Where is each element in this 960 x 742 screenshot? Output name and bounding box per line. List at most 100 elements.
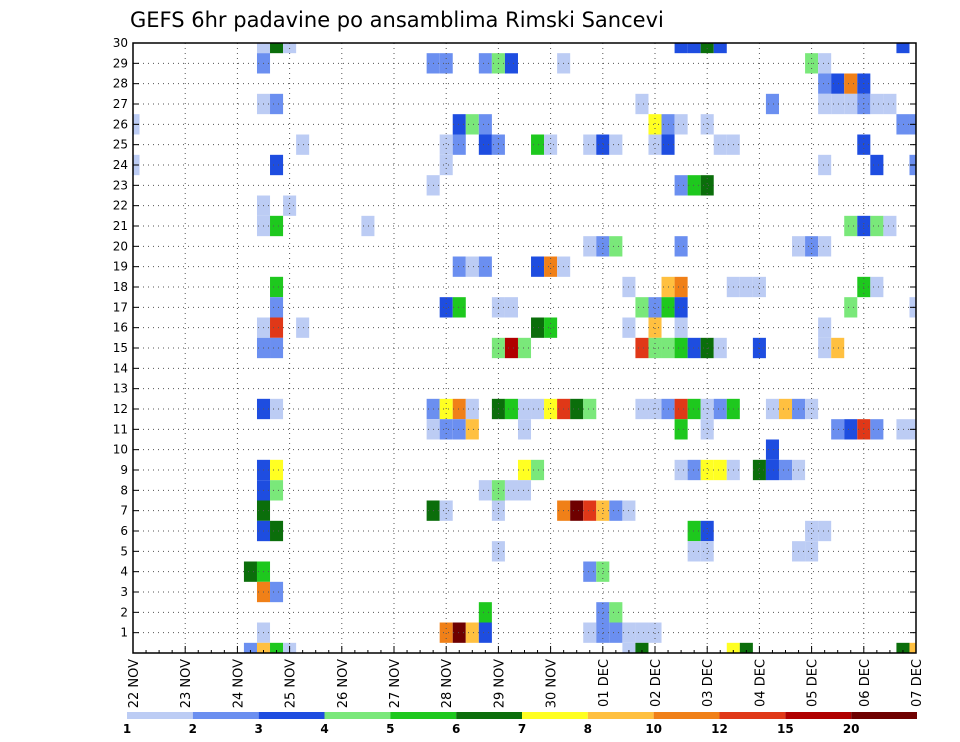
x-axis-ticks: 22 NOV 23 NOV 24 NOV 25 NOV 26 NOV 27 NOV 28 N…	[127, 646, 925, 708]
y-tick-label: 7	[120, 504, 128, 518]
heatmap-cell	[844, 215, 858, 237]
heatmap-cell	[818, 154, 832, 176]
heatmap-cell	[609, 622, 623, 643]
heatmap-cell	[870, 419, 884, 440]
heatmap-cell	[583, 500, 597, 521]
heatmap-cell	[700, 520, 714, 542]
x-tick-label: 27 NOV	[388, 659, 403, 708]
heatmap-cell	[818, 236, 832, 257]
heatmap-cell	[439, 134, 453, 155]
heatmap-cell	[739, 276, 753, 298]
heatmap-cell	[517, 337, 532, 359]
heatmap-cell	[883, 215, 897, 237]
heatmap-cell	[596, 236, 610, 257]
colorbar-label: 3	[254, 722, 262, 736]
heatmap-cell	[270, 520, 284, 542]
heatmap-cell	[296, 317, 310, 338]
heatmap-cell	[870, 215, 884, 237]
heatmap-cell	[648, 297, 662, 318]
heatmap-cell	[765, 398, 779, 420]
heatmap-cell	[870, 93, 884, 115]
colorbar-label: 2	[189, 722, 197, 736]
y-tick-label: 12	[113, 402, 128, 416]
heatmap-cell	[296, 134, 310, 155]
heatmap-cell	[517, 459, 532, 481]
heatmap-cell	[531, 398, 545, 420]
heatmap-cell	[674, 236, 688, 257]
heatmap-cell	[609, 134, 623, 155]
heatmap-cell	[504, 480, 518, 501]
colorbar-label: 12	[711, 722, 728, 736]
heatmap-cell	[452, 419, 466, 440]
y-tick-label: 9	[120, 463, 128, 477]
y-tick-label: 14	[113, 361, 128, 375]
heatmap-cell	[648, 317, 662, 338]
heatmap-cell	[596, 622, 610, 643]
heatmap-cell	[674, 419, 688, 440]
heatmap-cell	[452, 297, 466, 318]
heatmap-cell	[674, 297, 688, 318]
colorbar-swatch	[653, 712, 720, 719]
heatmap-cell	[439, 297, 453, 318]
y-tick-label: 10	[113, 443, 128, 457]
colorbar-swatch	[324, 712, 391, 719]
chart-title: GEFS 6hr padavine po ansamblima Rimski S…	[130, 8, 664, 32]
y-tick-label: 13	[113, 382, 128, 396]
y-tick-label: 3	[120, 585, 128, 599]
heatmap-cell	[831, 93, 845, 115]
heatmap-cell	[478, 622, 492, 643]
heatmap-cell	[283, 195, 297, 216]
heatmap-cell	[765, 93, 779, 115]
heatmap-cell	[687, 175, 701, 196]
colorbar-swatch	[851, 712, 917, 719]
heatmap-cell	[270, 480, 284, 501]
heatmap-cell	[818, 317, 832, 338]
heatmap-cell	[270, 297, 284, 318]
colorbar-swatch	[192, 712, 259, 719]
heatmap-cell	[596, 134, 610, 155]
heatmap-cell	[517, 480, 532, 501]
heatmap-cell	[896, 642, 910, 653]
heatmap-cell	[844, 297, 858, 318]
colorbar-swatch	[587, 712, 654, 719]
heatmap-cell	[504, 337, 518, 359]
heatmap-cell	[713, 459, 727, 481]
colorbar-label: 6	[452, 722, 460, 736]
heatmap-cell	[896, 43, 910, 54]
heatmap-cell	[439, 419, 453, 440]
heatmap-cell	[713, 337, 727, 359]
heatmap-cell	[700, 459, 714, 481]
heatmap-cell	[596, 561, 610, 582]
heatmap-cell	[270, 337, 284, 359]
heatmap-cell	[465, 256, 479, 277]
heatmap-cell	[478, 114, 492, 135]
heatmap-cell	[700, 114, 714, 135]
colorbar-swatch	[456, 712, 522, 719]
heatmap-cell	[452, 134, 466, 155]
grid-lines	[133, 43, 916, 653]
heatmap-cell	[256, 43, 271, 54]
x-tick-label: 30 NOV	[545, 659, 560, 708]
heatmap-cell	[700, 337, 714, 359]
heatmap-cell	[270, 215, 284, 237]
colorbar-swatch	[522, 712, 588, 719]
heatmap-cell	[596, 500, 610, 521]
heatmap-cell	[635, 93, 649, 115]
heatmap-cell	[778, 459, 793, 481]
colorbar-label: 20	[843, 722, 860, 736]
heatmap-cell	[687, 43, 701, 54]
x-tick-label: 24 NOV	[231, 659, 246, 708]
heatmap-cell	[439, 500, 453, 521]
y-tick-label: 23	[113, 178, 128, 192]
heatmap-cell	[583, 236, 597, 257]
heatmap-cell	[805, 236, 819, 257]
heatmap-cell	[818, 520, 832, 542]
heatmap-cell	[531, 256, 545, 277]
y-tick-label: 20	[113, 239, 128, 253]
heatmap-cell	[270, 43, 284, 54]
x-tick-label: 02 DEC	[649, 659, 664, 707]
heatmap-cell	[648, 114, 662, 135]
heatmap-cell	[818, 93, 832, 115]
heatmap-cell	[270, 276, 284, 298]
x-tick-label: 04 DEC	[753, 659, 768, 707]
